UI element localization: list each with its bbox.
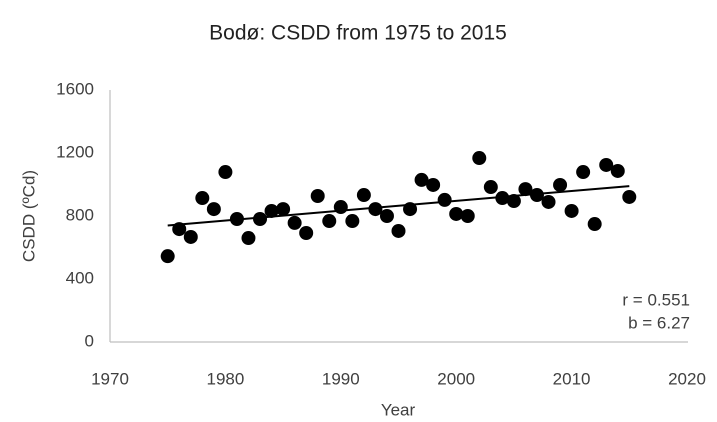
annotation: r = 0.551 (622, 290, 690, 309)
x-axis-label: Year (381, 400, 416, 419)
y-axis-label: CSDD (ºCd) (19, 170, 38, 262)
data-point (587, 217, 602, 232)
data-point (426, 177, 441, 192)
data-point (218, 165, 233, 180)
data-point (276, 202, 291, 217)
y-tick-label: 1600 (56, 79, 94, 98)
data-point (495, 191, 510, 206)
data-point (610, 163, 625, 178)
x-tick-label: 1980 (206, 369, 244, 388)
y-tick-label: 800 (66, 205, 94, 224)
y-tick-label: 400 (66, 268, 94, 287)
x-tick-label: 2000 (437, 369, 475, 388)
data-point (195, 191, 210, 206)
data-point (553, 177, 568, 192)
data-point (483, 180, 498, 195)
data-point (253, 211, 268, 226)
data-point (564, 203, 579, 218)
data-point (414, 172, 429, 187)
data-point (472, 151, 487, 166)
data-point (241, 231, 256, 246)
data-point (506, 194, 521, 209)
y-tick-label: 0 (85, 331, 94, 350)
data-point (622, 189, 637, 204)
data-point (576, 165, 591, 180)
data-point (310, 188, 325, 203)
data-point (206, 202, 221, 217)
data-point (379, 209, 394, 223)
data-point (356, 188, 371, 203)
trend-line (167, 185, 630, 227)
data-point (322, 214, 337, 229)
annotation: b = 6.27 (628, 313, 690, 332)
data-point (264, 203, 279, 218)
x-tick-label: 1990 (322, 369, 360, 388)
data-point (529, 188, 544, 203)
data-point (287, 215, 302, 230)
data-point (437, 192, 452, 207)
data-point (541, 194, 556, 209)
data-point (518, 182, 533, 197)
data-point (599, 157, 614, 172)
data-point (299, 226, 314, 241)
data-point (391, 223, 406, 238)
chart-title: Bodø: CSDD from 1975 to 2015 (209, 22, 507, 45)
x-tick-label: 2020 (668, 369, 706, 388)
data-point (460, 209, 475, 223)
data-point (368, 202, 383, 217)
data-point (183, 229, 198, 244)
x-tick-label: 2010 (553, 369, 591, 388)
data-point (160, 249, 175, 264)
x-tick-label: 1970 (91, 369, 129, 388)
data-point (449, 206, 464, 221)
data-point (345, 214, 360, 229)
y-tick-label: 1200 (56, 142, 94, 161)
